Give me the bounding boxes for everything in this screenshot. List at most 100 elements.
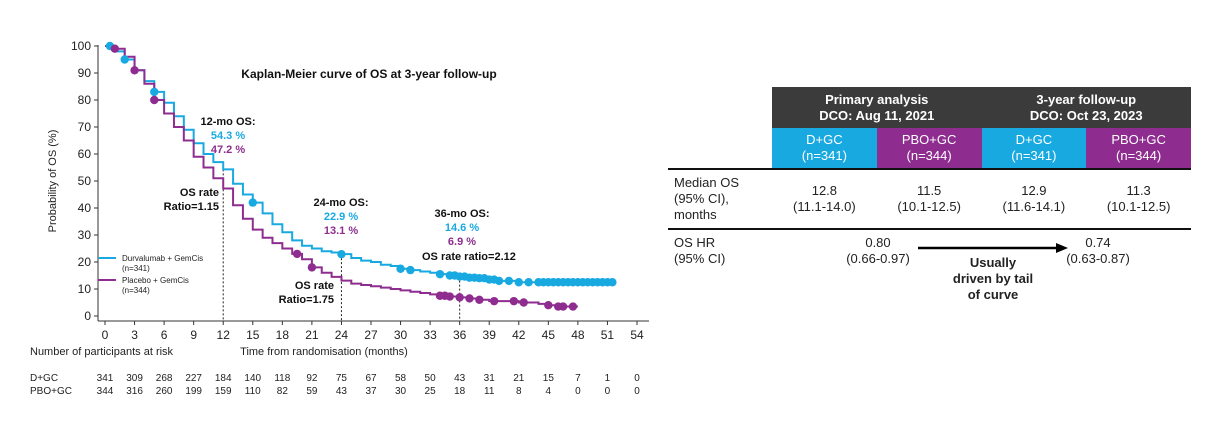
- x-tick-label: 51: [601, 328, 615, 342]
- col-header-pbogc-primary: PBO+GC (n=344): [876, 128, 982, 168]
- censor-marker-series-1: [445, 292, 455, 301]
- at-risk-value: 43: [336, 386, 348, 397]
- legend-n-series-0: (n=341): [122, 264, 150, 273]
- at-risk-value: 344: [97, 386, 114, 397]
- x-tick-label: 36: [453, 328, 467, 342]
- y-tick-label: 30: [78, 228, 92, 242]
- y-tick-label: 90: [78, 66, 92, 80]
- censor-marker-series-0: [435, 269, 445, 279]
- censor-marker-series-1: [568, 302, 578, 311]
- summary-table: Primary analysis DCO: Aug 11, 2021 3-yea…: [668, 87, 1191, 310]
- table-row-median-os: Median OS (95% CI), months 12.8 (11.1-14…: [668, 170, 1191, 228]
- col-header-pbogc-followup: PBO+GC (n=344): [1086, 128, 1191, 168]
- y-tick-label: 80: [78, 93, 92, 107]
- reference-lines: [222, 169, 461, 321]
- os-rate-ratio-value: Ratio=1.75: [279, 294, 334, 306]
- at-risk-value: 37: [365, 386, 377, 397]
- at-risk-value: 227: [185, 373, 202, 384]
- x-tick-label: 42: [512, 328, 526, 342]
- x-tick-label: 30: [394, 328, 408, 342]
- x-tick-label: 15: [246, 328, 260, 342]
- y-tick-label: 70: [78, 120, 92, 134]
- at-risk-row-label: D+GC: [30, 373, 58, 384]
- x-tick-label: 6: [161, 328, 168, 342]
- at-risk-value: 59: [306, 386, 318, 397]
- y-tick-label: 40: [78, 201, 92, 215]
- x-tick-label: 12: [217, 328, 231, 342]
- censor-marker-series-1: [110, 44, 120, 53]
- at-risk-value: 30: [395, 386, 407, 397]
- os-rate-ratio-label: OS rate: [295, 280, 334, 292]
- censor-marker-series-0: [248, 198, 257, 207]
- y-tick-label: 0: [84, 309, 91, 323]
- table-divider: [668, 168, 1191, 170]
- y-axis-label: Probability of OS (%): [47, 130, 59, 233]
- x-tick-label: 45: [542, 328, 556, 342]
- at-risk-value: 11: [484, 386, 495, 397]
- median-os-pbogc-primary: 11.5 (10.1-12.5): [897, 183, 961, 214]
- at-risk-value: 118: [274, 373, 290, 384]
- x-tick-label: 24: [335, 328, 349, 342]
- x-tick-label: 18: [276, 328, 290, 342]
- table-divider: [668, 228, 1191, 230]
- censor-marker-series-0: [406, 265, 415, 275]
- at-risk-value: 110: [245, 386, 261, 397]
- censor-marker-series-0: [396, 264, 405, 273]
- at-risk-value: 8: [516, 386, 522, 397]
- at-risk-value: 159: [215, 386, 232, 397]
- landmark-value-pbogc: 6.9 %: [448, 236, 476, 248]
- table-row-os-hr: OS HR (95% CI) 0.80 (0.66-0.97) 0.74 (0.…: [668, 230, 1191, 310]
- censor-marker-series-1: [489, 296, 499, 306]
- at-risk-value: 199: [185, 386, 202, 397]
- y-tick-label: 100: [71, 39, 91, 53]
- os-rate-ratio-label: OS rate ratio=2.12: [422, 251, 516, 263]
- median-os-dgc-primary: 12.8 (11.1-14.0): [793, 183, 856, 214]
- col-header-dgc-followup: D+GC (n=341): [981, 128, 1087, 168]
- censor-marker-series-1: [465, 294, 474, 303]
- censor-markers: [105, 41, 617, 311]
- at-risk-value: 309: [126, 373, 143, 384]
- at-risk-value: 260: [156, 386, 173, 397]
- at-risk-value: 0: [605, 386, 611, 397]
- censor-marker-series-1: [307, 263, 317, 272]
- y-tick-label: 10: [78, 282, 92, 296]
- censor-marker-series-0: [120, 55, 129, 64]
- row-label-median-os: Median OS (95% CI), months: [674, 175, 740, 222]
- at-risk-value: 18: [454, 386, 466, 397]
- x-tick-label: 3: [131, 328, 138, 342]
- group-primary-analysis: Primary analysis DCO: Aug 11, 2021: [772, 87, 982, 128]
- censor-marker-series-1: [544, 301, 553, 310]
- y-tick-label: 60: [78, 147, 92, 161]
- x-tick-label: 39: [483, 328, 497, 342]
- landmark-value-dgc: 54.3 %: [211, 130, 245, 142]
- at-risk-value: 341: [97, 373, 114, 384]
- median-os-pbogc-followup: 11.3 (10.1-12.5): [1106, 183, 1171, 214]
- at-risk-value: 184: [215, 373, 232, 384]
- at-risk-value: 25: [425, 386, 437, 397]
- chart-title: Kaplan-Meier curve of OS at 3-year follo…: [241, 67, 496, 81]
- landmark-value-dgc: 14.6 %: [445, 222, 479, 234]
- x-tick-label: 27: [364, 328, 378, 342]
- x-tick-label: 0: [102, 328, 109, 342]
- censor-marker-series-0: [150, 87, 159, 97]
- landmark-value-pbogc: 13.1 %: [324, 225, 358, 237]
- chart-labels: Kaplan-Meier curve of OS at 3-year follo…: [164, 67, 516, 306]
- at-risk-value: 7: [575, 373, 581, 384]
- at-risk-table: Number of participants at risk D+GC 341 309…: [30, 346, 640, 397]
- censor-marker-series-0: [608, 278, 617, 287]
- at-risk-value: 140: [244, 373, 261, 384]
- landmark-value-pbogc: 47.2 %: [211, 144, 245, 156]
- landmark-label: 36-mo OS:: [434, 208, 489, 220]
- os-rate-ratio-value: Ratio=1.15: [164, 201, 219, 213]
- landmark-label: 12-mo OS:: [200, 116, 255, 128]
- censor-marker-series-1: [509, 296, 519, 306]
- at-risk-value: 21: [513, 373, 525, 384]
- os-hr-followup: 0.74 (0.63-0.87): [1066, 235, 1130, 266]
- row-label-os-hr: OS HR (95% CI): [674, 235, 726, 266]
- x-tick-label: 21: [305, 328, 319, 342]
- at-risk-title: Number of participants at risk: [30, 346, 174, 358]
- at-risk-row-label: PBO+GC: [30, 386, 72, 397]
- censor-marker-series-1: [130, 66, 139, 75]
- os-hr-primary: 0.80 (0.66-0.97): [846, 235, 910, 266]
- os-hr-note: Usually driven by tail of curve: [952, 255, 1034, 302]
